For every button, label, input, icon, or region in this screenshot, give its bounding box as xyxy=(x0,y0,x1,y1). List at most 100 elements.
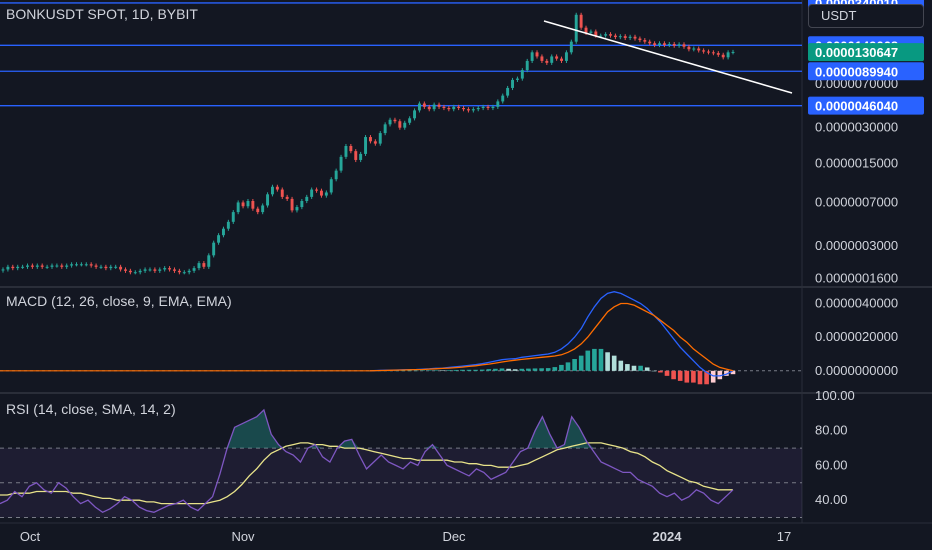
macd-histogram-bar xyxy=(704,370,709,385)
candle-body xyxy=(354,151,358,160)
candle-body xyxy=(295,207,299,211)
candle-body xyxy=(613,35,617,38)
macd-histogram-bar xyxy=(407,370,412,372)
macd-histogram-bar xyxy=(512,369,518,371)
candle-body xyxy=(697,48,701,51)
candle-body xyxy=(70,264,74,266)
candle-body xyxy=(26,265,29,267)
candle-body xyxy=(231,212,235,222)
candle-body xyxy=(153,269,157,271)
candle-body xyxy=(466,109,470,111)
candle-body xyxy=(599,35,603,37)
candle-body xyxy=(388,119,392,125)
candle-body xyxy=(491,106,495,108)
candle-body xyxy=(138,270,142,273)
rsi-pane[interactable] xyxy=(0,408,802,519)
macd-histogram-bar xyxy=(631,365,637,371)
price-pane[interactable] xyxy=(0,2,802,275)
rsi-axis-tick: 60.00 xyxy=(815,457,848,472)
signal-line xyxy=(369,302,734,372)
candle-body xyxy=(442,106,446,108)
macd-pane[interactable] xyxy=(0,291,802,385)
candle-body xyxy=(574,14,578,42)
candle-body xyxy=(506,87,510,96)
candle-body xyxy=(177,270,181,273)
candle-body xyxy=(417,103,421,111)
candle-body xyxy=(427,106,431,110)
macd-histogram-bar xyxy=(552,367,558,371)
candle-body xyxy=(109,266,113,269)
rsi-line xyxy=(0,408,734,514)
candle-body xyxy=(212,242,216,256)
rsi-ma-line xyxy=(0,442,733,505)
candle-body xyxy=(148,269,152,271)
candle-body xyxy=(721,54,725,58)
price-axis-tick: 0.0000001600 xyxy=(815,270,898,285)
candle-body xyxy=(163,268,167,270)
price-tag-level-bg xyxy=(808,62,924,81)
candle-body xyxy=(182,272,186,274)
candle-body xyxy=(324,192,328,196)
macd-histogram-bar xyxy=(526,368,531,371)
candle-body xyxy=(94,265,98,267)
macd-histogram-bar xyxy=(578,355,584,371)
time-axis-tick: Oct xyxy=(20,529,41,544)
candle-body xyxy=(511,79,514,88)
candle-body xyxy=(226,221,230,229)
currency-selector[interactable]: USDT xyxy=(808,4,924,28)
candle-body xyxy=(707,51,710,53)
candle-body xyxy=(667,43,671,45)
candle-body xyxy=(447,107,451,110)
candle-body xyxy=(481,106,485,108)
candle-body xyxy=(50,265,54,267)
candle-body xyxy=(731,51,735,53)
macd-histogram-bar xyxy=(473,369,478,371)
candle-body xyxy=(692,48,696,50)
candle-body xyxy=(589,31,593,33)
macd-histogram-bar xyxy=(691,370,696,383)
candle-body xyxy=(173,269,176,271)
candle-body xyxy=(217,235,221,243)
candle-body xyxy=(628,36,632,38)
candle-body xyxy=(1,269,5,271)
candle-body xyxy=(315,189,319,191)
candle-body xyxy=(560,58,563,61)
candle-body xyxy=(334,170,338,180)
macd-histogram-bar xyxy=(724,370,729,376)
time-axis-tick: 17 xyxy=(777,529,791,544)
macd-histogram-bar xyxy=(466,369,472,371)
macd-histogram-bar xyxy=(506,368,511,371)
candle-body xyxy=(545,60,549,63)
candle-body xyxy=(285,196,289,199)
candle-body xyxy=(60,265,64,267)
macd-histogram-bar xyxy=(684,370,690,383)
candle-body xyxy=(305,196,309,201)
candle-body xyxy=(564,52,568,61)
candle-body xyxy=(344,145,348,157)
candle-body xyxy=(486,106,490,108)
macd-histogram-bar xyxy=(611,355,617,371)
macd-histogram-bar xyxy=(671,370,676,380)
candle-body xyxy=(432,104,436,110)
candle-body xyxy=(11,266,15,269)
macd-histogram-bar xyxy=(460,369,465,371)
candle-body xyxy=(462,107,466,110)
candle-body xyxy=(222,228,225,236)
candle-body xyxy=(672,43,676,46)
rsi-axis-tick: 100.00 xyxy=(815,388,855,403)
macd-histogram-bar xyxy=(572,359,577,371)
candle-body xyxy=(476,107,480,110)
candle-body xyxy=(677,44,681,46)
candle-body xyxy=(471,109,475,111)
candle-body xyxy=(124,269,127,271)
candle-body xyxy=(158,269,162,271)
candle-body xyxy=(290,198,294,211)
candle-body xyxy=(383,124,387,134)
candle-body xyxy=(373,141,377,144)
macd-histogram-bar xyxy=(598,348,604,371)
candle-body xyxy=(550,56,554,63)
candle-body xyxy=(168,268,172,270)
candle-body xyxy=(266,194,270,206)
candle-body xyxy=(104,266,108,269)
